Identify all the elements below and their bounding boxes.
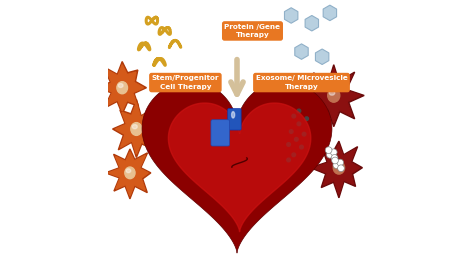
Circle shape [329,79,336,86]
Ellipse shape [125,167,135,179]
Ellipse shape [329,91,335,95]
Polygon shape [100,65,144,111]
Polygon shape [314,144,360,194]
Text: Stem/Progenitor
Cell Therapy: Stem/Progenitor Cell Therapy [152,75,219,90]
Circle shape [327,151,333,158]
Circle shape [332,157,338,164]
Circle shape [333,77,340,83]
Circle shape [330,149,337,156]
Circle shape [294,138,298,141]
FancyBboxPatch shape [228,109,241,130]
Polygon shape [113,99,160,158]
Polygon shape [98,62,146,114]
Polygon shape [142,82,332,253]
Ellipse shape [328,89,340,102]
Circle shape [302,132,306,136]
Circle shape [300,145,303,149]
Circle shape [287,143,291,146]
Circle shape [287,158,291,162]
Ellipse shape [335,163,340,167]
Ellipse shape [126,169,131,173]
Text: Protein /Gene
Therapy: Protein /Gene Therapy [225,24,281,38]
Circle shape [327,79,333,86]
Circle shape [337,165,344,172]
Circle shape [331,155,338,161]
Ellipse shape [232,111,235,118]
Polygon shape [168,103,311,232]
Ellipse shape [132,125,137,129]
Circle shape [292,114,296,118]
Ellipse shape [131,123,142,135]
Circle shape [323,82,329,88]
Circle shape [334,82,340,89]
Circle shape [292,153,296,157]
Circle shape [305,117,309,120]
Circle shape [325,147,332,154]
Circle shape [297,109,301,113]
Circle shape [333,162,340,168]
Polygon shape [116,103,157,154]
Circle shape [328,85,334,92]
Polygon shape [105,149,151,199]
Circle shape [328,75,335,81]
Ellipse shape [333,161,345,174]
Text: Exosome/ Microvesicle
Therapy: Exosome/ Microvesicle Therapy [255,75,347,90]
Polygon shape [109,152,148,196]
Polygon shape [310,141,363,198]
FancyBboxPatch shape [211,120,229,146]
Ellipse shape [118,84,123,87]
Circle shape [337,159,344,166]
Circle shape [297,122,301,126]
Polygon shape [307,65,364,127]
Circle shape [289,130,293,133]
Ellipse shape [117,82,128,94]
Circle shape [321,77,328,84]
Polygon shape [310,68,361,123]
